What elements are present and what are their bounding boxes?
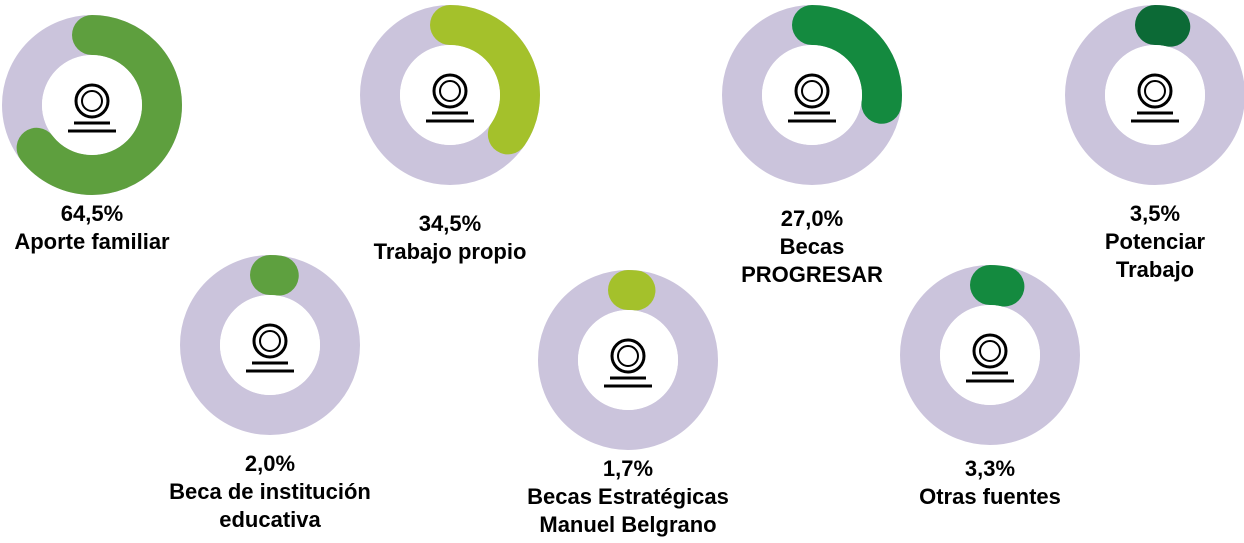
value-label: 64,5% — [60, 201, 124, 226]
icon-base — [966, 371, 1014, 383]
icon-base — [68, 121, 116, 133]
icon-coin-inner — [979, 340, 1001, 362]
category-label: Becas Estratégicas Manuel Belgrano — [527, 484, 729, 537]
category-label: Trabajo propio — [373, 239, 527, 264]
gauge-center — [42, 55, 142, 155]
icon-coin-inner — [1144, 80, 1166, 102]
gauge-arc — [180, 255, 360, 435]
icon-coin — [252, 323, 288, 359]
icon-coin — [610, 338, 646, 374]
icon — [68, 83, 116, 133]
icon-coin-inner — [259, 330, 281, 352]
category-label: Otras fuentes — [919, 484, 1061, 509]
gauge-label: 1,7% Becas Estratégicas Manuel Belgrano — [493, 455, 763, 539]
gauge — [360, 5, 540, 185]
category-label: Aporte familiar — [14, 229, 170, 254]
gauge-center — [762, 45, 862, 145]
icon-base — [788, 111, 836, 123]
gauge — [2, 15, 182, 195]
gauge-label: 2,0% Beca de institución educativa — [135, 450, 405, 534]
gauge-arc — [538, 270, 718, 450]
icon-coin-inner — [801, 80, 823, 102]
icon-coin — [432, 73, 468, 109]
icon-base — [604, 376, 652, 388]
gauge — [538, 270, 718, 450]
gauge-center — [400, 45, 500, 145]
icon — [426, 73, 474, 123]
gauge-center — [578, 310, 678, 410]
gauge-arc — [360, 5, 540, 185]
gauge-arc — [900, 265, 1080, 445]
icon — [1131, 73, 1179, 123]
icon — [604, 338, 652, 388]
icon-coin — [1137, 73, 1173, 109]
icon-coin — [972, 333, 1008, 369]
gauge-label: 64,5% Aporte familiar — [7, 200, 177, 256]
gauge-label: 27,0% Becas PROGRESAR — [717, 205, 907, 289]
gauge — [900, 265, 1080, 445]
value-label: 3,3% — [964, 456, 1016, 481]
icon — [788, 73, 836, 123]
icon-coin — [794, 73, 830, 109]
gauge-arc — [2, 15, 182, 195]
gauge-center — [1105, 45, 1205, 145]
value-label: 2,0% — [244, 451, 296, 476]
icon-coin — [74, 83, 110, 119]
category-label: Beca de institución educativa — [169, 479, 371, 532]
category-label: Becas PROGRESAR — [741, 234, 883, 287]
gauge-label: 34,5% Trabajo propio — [365, 210, 535, 266]
value-label: 3,5% — [1129, 201, 1181, 226]
icon-base — [246, 361, 294, 373]
category-label: Potenciar Trabajo — [1104, 229, 1206, 282]
gauge-center — [220, 295, 320, 395]
icon-base — [426, 111, 474, 123]
icon — [966, 333, 1014, 383]
value-label: 27,0% — [780, 206, 844, 231]
gauge-arc — [722, 5, 902, 185]
value-label: 34,5% — [418, 211, 482, 236]
icon-coin-inner — [439, 80, 461, 102]
icon — [246, 323, 294, 373]
gauge — [1065, 5, 1244, 185]
gauge — [180, 255, 360, 435]
gauge — [722, 5, 902, 185]
gauge-label: 3,3% Otras fuentes — [915, 455, 1065, 511]
gauge-center — [940, 305, 1040, 405]
value-label: 1,7% — [602, 456, 654, 481]
gauge-label: 3,5% Potenciar Trabajo — [1075, 200, 1235, 284]
icon-coin-inner — [81, 90, 103, 112]
gauge-arc — [1065, 5, 1244, 185]
icon-coin-inner — [617, 345, 639, 367]
icon-base — [1131, 111, 1179, 123]
